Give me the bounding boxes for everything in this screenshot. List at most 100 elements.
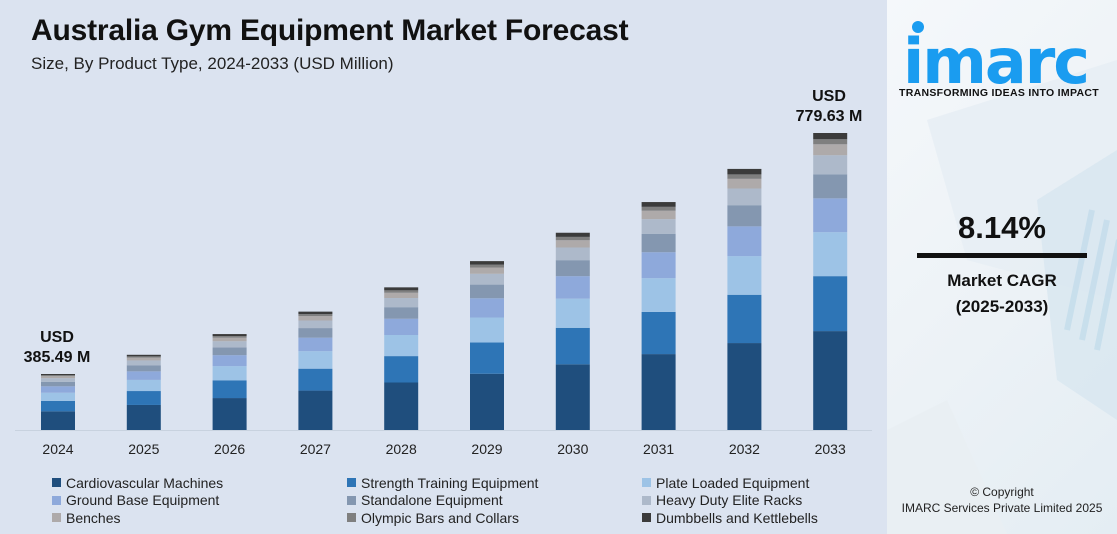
x-tick-label: 2028 xyxy=(386,441,417,457)
x-tick-label: 2030 xyxy=(557,441,588,457)
legend-item: Strength Training Equipment xyxy=(347,474,642,492)
cagr-label: Market CAGR (2025-2033) xyxy=(887,268,1117,320)
start-value-label-currency: USD xyxy=(40,329,74,346)
bar-segment-2030-olympic-bars-and-collars xyxy=(555,236,590,241)
legend-swatch xyxy=(642,513,651,523)
bar-segment-2029-plate-loaded-equipment xyxy=(470,317,504,343)
bar-segment-2030-plate-loaded-equipment xyxy=(555,298,590,328)
bar-segment-2027-cardiovascular-machines xyxy=(298,390,333,430)
legend-label: Heavy Duty Elite Racks xyxy=(656,492,803,509)
stacked-bar-chart: 2024 2025 2026 2027 2028 2029 2030 2031 2032 2033… xyxy=(15,88,872,457)
bar-segment-2029-benches xyxy=(470,267,504,274)
chart-panel: Australia Gym Equipment Market Forecast … xyxy=(15,14,872,527)
bar-segment-2032-cardiovascular-machines xyxy=(727,343,762,430)
cagr-divider xyxy=(917,253,1087,258)
chart-legend: Cardiovascular Machines Strength Training… xyxy=(52,474,872,527)
bar-segment-2031-heavy-duty-elite-racks xyxy=(641,219,676,234)
bar-segment-2026-ground-base-equipment xyxy=(212,355,247,367)
bar-segment-2025-strength-training-equipment xyxy=(126,391,161,405)
x-tick-label: 2027 xyxy=(300,441,331,457)
bar-segment-2025-dumbbells-and-kettlebells xyxy=(126,354,161,357)
bar-segment-2027-benches xyxy=(298,316,333,321)
bar-segment-2031-cardiovascular-machines xyxy=(641,354,676,430)
bar-segment-2027-ground-base-equipment xyxy=(298,337,333,352)
end-value-label-currency: USD xyxy=(812,88,846,105)
legend-item: Standalone Equipment xyxy=(347,492,642,510)
bar-segment-2025-ground-base-equipment xyxy=(126,371,161,380)
bar-segment-2029-standalone-equipment xyxy=(470,284,504,299)
legend-label: Standalone Equipment xyxy=(361,492,503,509)
bar-segment-2026-strength-training-equipment xyxy=(212,380,247,399)
bar-segment-2030-standalone-equipment xyxy=(555,260,590,277)
legend-item: Ground Base Equipment xyxy=(52,492,347,510)
bar-segment-2024-ground-base-equipment xyxy=(41,386,75,393)
bar-segment-2033-olympic-bars-and-collars xyxy=(813,139,848,145)
legend-item: Heavy Duty Elite Racks xyxy=(642,492,872,510)
legend-label: Plate Loaded Equipment xyxy=(656,474,810,491)
cagr-value: 8.14% xyxy=(958,210,1046,245)
bar-segment-2024-standalone-equipment xyxy=(41,381,75,387)
info-panel: imarc TRANSFORMING IDEAS INTO IMPACT 8.1… xyxy=(887,0,1117,534)
bar-segment-2032-olympic-bars-and-collars xyxy=(727,174,762,179)
bar-segment-2028-heavy-duty-elite-racks xyxy=(384,298,419,308)
logo-tagline: TRANSFORMING IDEAS INTO IMPACT xyxy=(899,87,1099,99)
bar-segment-2026-cardiovascular-machines xyxy=(212,398,247,430)
bar-segment-2025-standalone-equipment xyxy=(126,365,161,372)
legend-label: Benches xyxy=(66,509,121,526)
bar-segment-2033-dumbbells-and-kettlebells xyxy=(813,133,848,140)
bar-segment-2029-dumbbells-and-kettlebells xyxy=(470,261,504,265)
logo-text: imarc xyxy=(903,25,1088,88)
copyright-line1: © Copyright xyxy=(970,485,1034,499)
bar-segment-2032-heavy-duty-elite-racks xyxy=(727,188,762,206)
bar-segment-2028-cardiovascular-machines xyxy=(384,382,419,430)
background-decoration xyxy=(887,60,1117,534)
bar-segment-2033-plate-loaded-equipment xyxy=(813,232,848,277)
x-tick-label: 2029 xyxy=(471,441,502,457)
bar-segment-2033-ground-base-equipment xyxy=(813,198,848,233)
bar-segment-2024-heavy-duty-elite-racks xyxy=(41,378,75,382)
bar-segment-2028-olympic-bars-and-collars xyxy=(384,290,419,293)
bar-segment-2032-standalone-equipment xyxy=(727,205,762,227)
bar-segment-2028-benches xyxy=(384,292,419,299)
bar-segment-2029-ground-base-equipment xyxy=(470,298,504,318)
bar-segment-2026-olympic-bars-and-collars xyxy=(212,336,247,338)
imarc-logo: imarc xyxy=(903,21,1090,88)
bar-segment-2033-cardiovascular-machines xyxy=(813,331,848,430)
legend-label: Olympic Bars and Collars xyxy=(361,509,519,526)
bar-segment-2027-olympic-bars-and-collars xyxy=(298,314,333,317)
legend-label: Cardiovascular Machines xyxy=(66,474,224,491)
legend-swatch xyxy=(642,478,651,488)
bar-segment-2029-olympic-bars-and-collars xyxy=(470,264,504,268)
bar-segment-2024-plate-loaded-equipment xyxy=(41,392,75,401)
x-tick-label: 2031 xyxy=(643,441,674,457)
bar-segment-2025-benches xyxy=(126,357,161,361)
bar-segment-2033-heavy-duty-elite-racks xyxy=(813,155,848,175)
bar-segment-2030-cardiovascular-machines xyxy=(555,364,590,430)
legend-swatch xyxy=(642,495,651,505)
chart-title: Australia Gym Equipment Market Forecast xyxy=(31,14,629,47)
legend-label: Strength Training Equipment xyxy=(361,474,539,491)
bar-segment-2030-ground-base-equipment xyxy=(555,276,590,299)
bar-segment-2031-ground-base-equipment xyxy=(641,252,676,279)
bar-segment-2030-benches xyxy=(555,240,590,248)
bar-segment-2025-cardiovascular-machines xyxy=(126,404,161,430)
end-value-label: 779.63 M xyxy=(796,108,863,125)
bar-segment-2029-heavy-duty-elite-racks xyxy=(470,273,504,285)
bar-segment-2033-strength-training-equipment xyxy=(813,276,848,332)
bars-group xyxy=(41,133,848,430)
bar-segment-2026-plate-loaded-equipment xyxy=(212,366,247,381)
x-tick-label: 2032 xyxy=(729,441,760,457)
x-tick-labels: 2024 2025 2026 2027 2028 2029 2030 2031 2032 2033 xyxy=(42,441,846,457)
bar-segment-2029-strength-training-equipment xyxy=(470,342,504,374)
bar-segment-2027-dumbbells-and-kettlebells xyxy=(298,311,333,315)
bar-segment-2028-plate-loaded-equipment xyxy=(384,334,419,357)
legend-swatch xyxy=(347,478,356,488)
bar-segment-2032-plate-loaded-equipment xyxy=(727,256,762,295)
legend-item: Cardiovascular Machines xyxy=(52,474,347,492)
bar-segment-2028-strength-training-equipment xyxy=(384,356,419,383)
chart-subtitle: Size, By Product Type, 2024-2033 (USD Mi… xyxy=(31,54,394,73)
bar-segment-2027-heavy-duty-elite-racks xyxy=(298,320,333,329)
x-tick-label: 2033 xyxy=(815,441,846,457)
bar-segment-2029-cardiovascular-machines xyxy=(470,373,504,430)
bar-segment-2031-dumbbells-and-kettlebells xyxy=(641,202,676,207)
